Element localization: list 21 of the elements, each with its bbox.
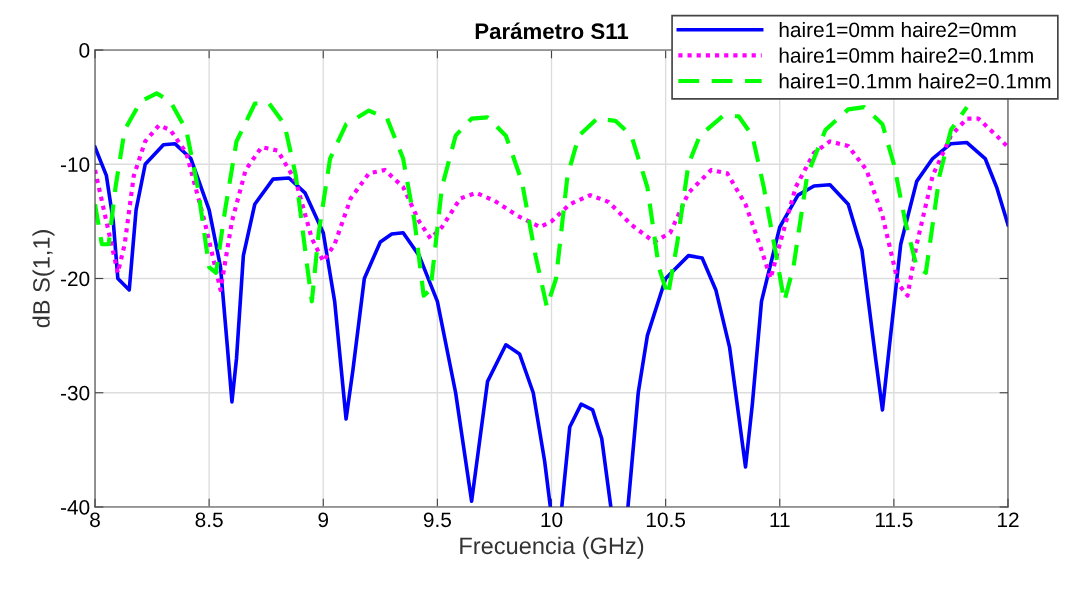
y-axis-title: dB S(1,1) (32, 230, 55, 328)
x-tick-label: 9 (318, 512, 329, 528)
y-tick-label: 0 (79, 43, 90, 58)
y-tick-label: -40 (60, 500, 90, 515)
x-tick-label: 11 (770, 512, 790, 527)
legend-label: haire1=0.1mm haire2=0.1mm (779, 73, 1051, 89)
y-tick-label: -20 (60, 271, 90, 287)
x-tick-label: 8 (90, 512, 100, 528)
x-tick-label: 8.5 (195, 512, 223, 528)
y-tick-label: -10 (60, 157, 90, 172)
y-tick-label: -30 (60, 385, 90, 401)
legend-label: haire1=0mm haire2=0mm (779, 21, 1016, 38)
chart-title: Parámetro S11 (475, 22, 629, 40)
x-tick-label: 9.5 (423, 512, 451, 528)
x-tick-label: 12 (998, 512, 1019, 527)
x-axis-title: Frecuencia (GHz) (460, 536, 644, 559)
line-series (95, 116, 1008, 298)
x-tick-label: 10 (541, 512, 563, 528)
x-tick-label: 11.5 (875, 512, 913, 528)
legend-label: haire1=0mm haire2=0.1mm (779, 47, 1033, 63)
x-tick-label: 10.5 (646, 512, 686, 528)
